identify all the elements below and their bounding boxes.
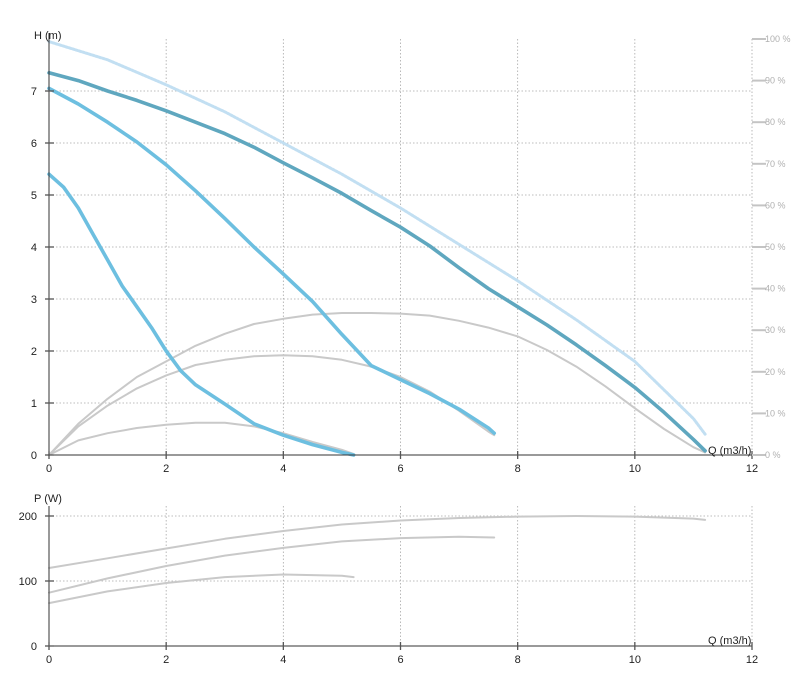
power-chart-flow-axis-label: Q (m3/h)	[708, 635, 751, 647]
head-chart-grid	[49, 39, 753, 455]
head-x-tick-label: 4	[280, 463, 286, 475]
power-chart-grid	[49, 506, 753, 646]
efficiency-tick-label: 50 %	[765, 242, 786, 252]
series-efficiency-envelope	[47, 40, 707, 436]
efficiency-tick-label: 100 %	[765, 34, 791, 44]
power-x-tick-label: 6	[397, 654, 403, 666]
power-axis-label: P (W)	[34, 493, 62, 505]
head-x-tick-label: 8	[515, 463, 521, 475]
head-axis-label: H (m)	[34, 30, 62, 42]
head-chart-series	[47, 40, 707, 457]
head-x-tick-label: 10	[629, 463, 641, 475]
efficiency-tick-label: 10 %	[765, 408, 786, 418]
series-power-max	[48, 515, 707, 569]
efficiency-tick-label: 90 %	[765, 76, 786, 86]
head-x-tick-label: 12	[746, 463, 758, 475]
power-x-tick-label: 8	[515, 654, 521, 666]
head-x-tick-label: 2	[163, 463, 169, 475]
efficiency-tick-label: 30 %	[765, 325, 786, 335]
head-y-tick-label: 6	[31, 138, 37, 150]
series-efficiency-min	[48, 421, 355, 456]
head-y-tick-label: 5	[31, 190, 37, 202]
power-x-tick-label: 4	[280, 654, 286, 666]
series-head-mid	[47, 86, 496, 435]
head-y-tick-label: 2	[31, 346, 37, 358]
power-chart-series	[48, 515, 707, 605]
series-efficiency-mid	[48, 354, 496, 456]
series-power-mid	[48, 535, 496, 594]
head-chart-flow-axis-label: Q (m3/h)	[708, 445, 751, 457]
power-x-tick-label: 10	[629, 654, 641, 666]
series-head-max	[47, 71, 707, 453]
head-x-tick-label: 0	[46, 463, 52, 475]
efficiency-tick-label: 40 %	[765, 284, 786, 294]
head-y-tick-label: 0	[31, 450, 37, 462]
efficiency-tick-label: 20 %	[765, 367, 786, 377]
head-y-tick-label: 4	[31, 242, 37, 254]
efficiency-tick-label: 0 %	[765, 450, 781, 460]
power-y-tick-label: 100	[19, 576, 37, 588]
efficiency-tick-label: 60 %	[765, 200, 786, 210]
efficiency-tick-label: 80 %	[765, 117, 786, 127]
head-y-tick-label: 3	[31, 294, 37, 306]
efficiency-tick-label: 70 %	[765, 159, 786, 169]
head-y-tick-label: 1	[31, 398, 37, 410]
power-x-tick-label: 2	[163, 654, 169, 666]
head-x-tick-label: 6	[397, 463, 403, 475]
series-head-min	[47, 172, 356, 457]
power-y-tick-label: 0	[31, 641, 37, 653]
power-chart-axes: 0 2 4 6 8 10 12 0 100 200	[19, 506, 758, 666]
series-power-min	[48, 573, 355, 605]
power-x-tick-label: 0	[46, 654, 52, 666]
series-efficiency-max	[48, 312, 707, 456]
power-x-tick-label: 12	[746, 654, 758, 666]
power-y-tick-label: 200	[19, 511, 37, 523]
head-y-tick-label: 7	[31, 86, 37, 98]
